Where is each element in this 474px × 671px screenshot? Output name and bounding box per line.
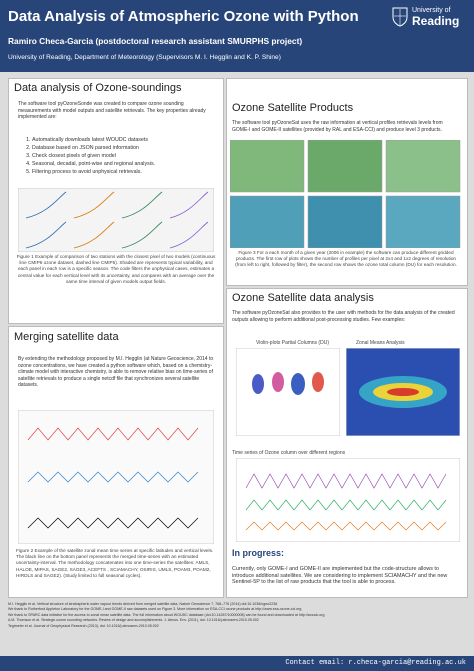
list-item: Check closest pixels of given model (32, 152, 230, 160)
heading: Ozone Satellite Products (232, 102, 354, 114)
heading: In progress: (232, 548, 285, 558)
heading: Data analysis of Ozone-soundings (14, 82, 182, 94)
heading: Ozone Satellite data analysis (232, 292, 374, 304)
footer: Contact email: r.checa-garcia@reading.ac… (0, 656, 474, 671)
references: M.I. Hegglin et al. Vertical structure o… (8, 602, 466, 629)
figure (236, 348, 340, 436)
affiliation: University of Reading, Department of Met… (8, 54, 281, 61)
figure (18, 188, 214, 252)
logo-line: University of (412, 7, 451, 14)
paragraph: By extending the methodology proposed by… (18, 356, 214, 389)
paragraph: The software pyOzoneSat also provides to… (232, 310, 455, 323)
figure (18, 410, 214, 544)
paragraph: The software tool pyOzoneSonde was creat… (18, 101, 206, 121)
figure (230, 140, 461, 248)
figure (346, 348, 460, 436)
reference: A.M. Thomson et al. Strategic ozone soun… (8, 618, 259, 623)
title: Data Analysis of Atmospheric Ozone with … (8, 8, 359, 25)
reference: We thank to SPARC data initiative for th… (8, 612, 325, 617)
logo-line: Reading (412, 14, 460, 28)
list-item: Seasonal, decadal, point-wise and region… (32, 160, 230, 168)
reference: We thank to Rutherford Appleton Laborato… (8, 607, 302, 612)
feature-list: Automatically downloads latest WOUDC dat… (18, 136, 230, 176)
author: Ramiro Checa-Garcia (postdoctoral resear… (8, 36, 303, 46)
list-item: Database based on JSON parsed informatio… (32, 144, 230, 152)
panel-title: Time series of Ozone column over differe… (232, 450, 346, 456)
list-item: Automatically downloads latest WOUDC dat… (32, 136, 230, 144)
logo-shield (392, 7, 408, 27)
figure (236, 458, 460, 542)
panel-title: Violin-plots Partial Columns (DU) (256, 340, 329, 346)
reference: M.I. Hegglin et al. Vertical structure o… (8, 602, 278, 606)
caption: Figure 2 Example of the satellite zonal … (16, 548, 214, 578)
caption: Figure 1 Example of comparison of two st… (16, 254, 216, 284)
contact: Contact email: r.checa-garcia@reading.ac… (285, 659, 466, 667)
panel-title: Zonal Means Analysis (356, 340, 405, 346)
paragraph: The software tool pyOzoneSat uses the ra… (232, 120, 443, 133)
reference: Tegtmeier et al. Journal of Geophysical … (8, 623, 159, 628)
paragraph: Currently, only GOME-I and GOME-II are i… (232, 566, 448, 586)
caption: Figure 3 For a each month of a given yea… (235, 250, 457, 268)
heading: Merging satellite data (14, 331, 119, 343)
list-item: Filtering process to avoid unphysical re… (32, 168, 230, 176)
logo: University of Reading (392, 4, 466, 36)
header (0, 0, 474, 72)
panel (226, 288, 468, 598)
